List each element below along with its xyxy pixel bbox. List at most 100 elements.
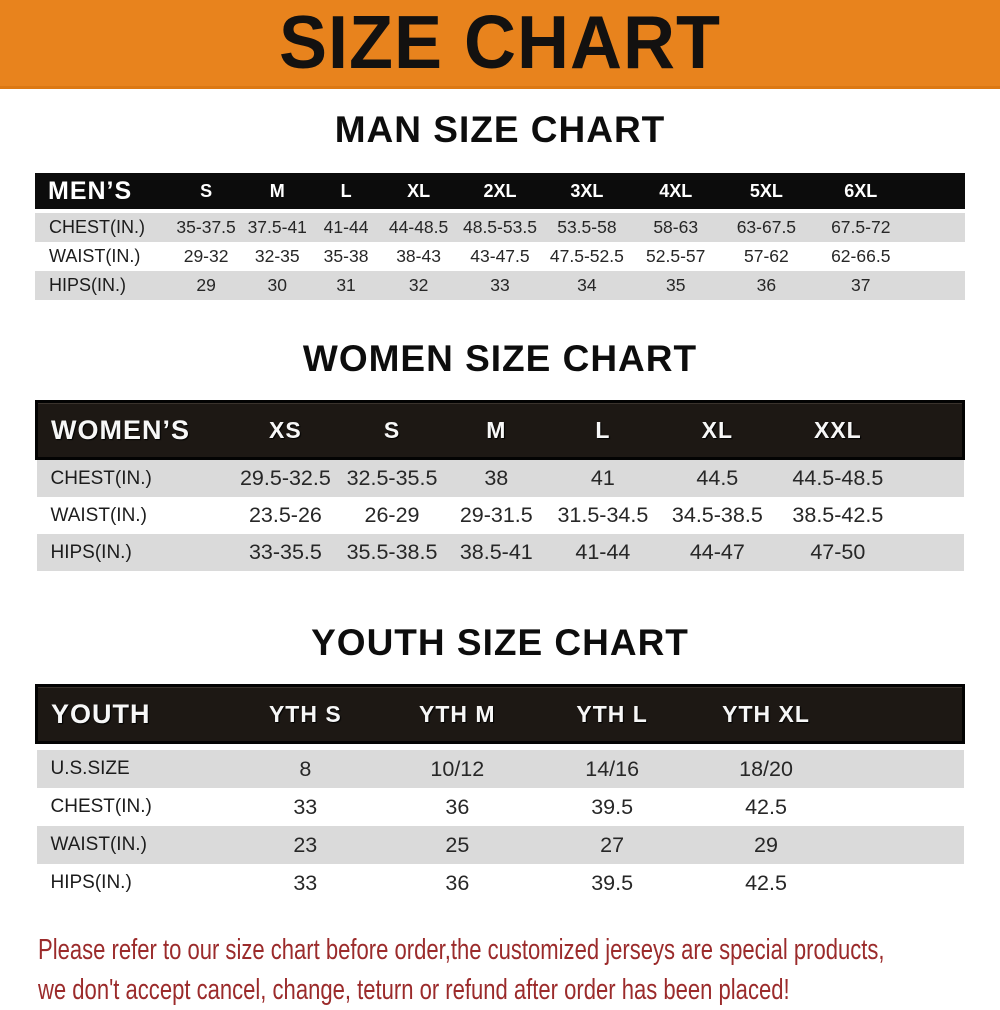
cell: 29 — [169, 271, 243, 300]
cell: 35 — [631, 271, 721, 300]
women-header-label: WOMEN’S — [35, 400, 232, 460]
cell: 44-48.5 — [380, 211, 458, 242]
cell: 42.5 — [745, 794, 787, 819]
cell: 34.5-38.5 — [671, 503, 763, 527]
cell: 41-44 — [548, 534, 658, 571]
youth-ussize-row: U.S.SIZE 8 10/12 14/16 18/20 — [36, 750, 964, 788]
women-size-col-m: M — [444, 400, 549, 460]
men-size-col-5xl: 5XL — [720, 173, 813, 213]
row-label: U.S.SIZE — [36, 750, 232, 788]
cell-spacer — [899, 497, 964, 534]
cell: 38-43 — [396, 246, 441, 266]
men-size-col-xl: XL — [380, 173, 458, 213]
men-waist-row: WAIST(IN.) 29-32 32-35 35-38 38-43 43-47… — [35, 242, 965, 271]
row-label: CHEST(IN.) — [36, 458, 232, 497]
cell: 42.5 — [745, 870, 787, 895]
cell-spacer — [843, 864, 964, 902]
cell: 38.5-42.5 — [792, 503, 884, 527]
men-size-col-3xl: 3XL — [542, 173, 632, 213]
cell-spacer — [898, 534, 964, 571]
youth-header-label: YOUTH — [35, 684, 232, 744]
cell: 41-44 — [312, 211, 380, 242]
men-size-col-s: S — [169, 173, 243, 213]
men-header-label: MEN’S — [35, 173, 170, 213]
men-size-col-l: L — [312, 173, 380, 213]
cell: 39.5 — [591, 870, 634, 895]
youth-chest-row: CHEST(IN.) 33 36 39.5 42.5 — [37, 788, 964, 826]
cell: 47.5-52.5 — [549, 246, 624, 266]
cell: 58-63 — [631, 211, 721, 242]
cell: 37.5-41 — [242, 211, 313, 242]
cell: 33 — [293, 794, 318, 819]
cell: 32-35 — [254, 246, 300, 266]
women-size-col-s: S — [339, 400, 445, 460]
youth-size-col-l: YTH L — [535, 684, 690, 744]
women-waist-row: WAIST(IN.) 23.5-26 26-29 29-31.5 31.5-34… — [37, 497, 964, 534]
youth-section-title: YOUTH SIZE CHART — [311, 622, 689, 663]
size-chart-banner: SIZE CHART — [0, 0, 1000, 89]
cell: 44-47 — [657, 534, 778, 571]
cell: 37 — [812, 271, 910, 300]
cell: 25 — [379, 826, 536, 864]
men-size-col-2xl: 2XL — [457, 173, 543, 213]
youth-waist-row: WAIST(IN.) 23 25 27 29 — [36, 826, 964, 864]
cell: 62-66.5 — [831, 246, 891, 266]
cell: 30 — [242, 271, 313, 300]
cell: 52.5-57 — [646, 246, 706, 266]
cell: 29 — [689, 826, 843, 864]
cell: 36 — [720, 271, 813, 300]
cell: 53.5-58 — [542, 211, 632, 242]
cell-spacer — [909, 271, 965, 300]
cell: 31.5-34.5 — [557, 503, 649, 527]
row-label: HIPS(IN.) — [50, 872, 132, 893]
women-size-col-xxl: XXL — [777, 400, 899, 460]
women-header-spacer — [898, 400, 965, 460]
women-hips-row: HIPS(IN.) 33-35.5 35.5-38.5 38.5-41 41-4… — [36, 534, 964, 571]
disclaimer-line-2: we don't accept cancel, change, teturn o… — [38, 974, 790, 1006]
cell: 43-47.5 — [470, 246, 530, 266]
cell: 44.5 — [657, 458, 778, 497]
cell-spacer — [842, 750, 964, 788]
youth-header-spacer — [842, 684, 965, 744]
men-header-row: MEN’S S M L XL 2XL 3XL 4XL 5XL 6XL — [35, 173, 965, 213]
cell: 63-67.5 — [720, 211, 813, 242]
cell: 35-38 — [323, 246, 369, 266]
cell: 33 — [457, 271, 543, 300]
cell: 32.5-35.5 — [339, 458, 445, 497]
men-size-col-4xl: 4XL — [631, 173, 721, 213]
row-label: WAIST(IN.) — [50, 504, 147, 526]
cell: 44.5-48.5 — [777, 458, 899, 497]
youth-size-col-m: YTH M — [379, 684, 536, 744]
row-label: CHEST(IN.) — [50, 796, 152, 817]
cell: 29-31.5 — [459, 503, 533, 527]
row-label: HIPS(IN.) — [36, 534, 232, 571]
youth-size-col-xl: YTH XL — [689, 684, 843, 744]
cell: 32 — [380, 271, 458, 300]
disclaimer-text: Please refer to our size chart before or… — [38, 930, 885, 1010]
cell: 47-50 — [777, 534, 899, 571]
cell: 36 — [445, 794, 470, 819]
men-header-spacer — [909, 173, 965, 213]
women-size-col-xs: XS — [231, 400, 340, 460]
women-chest-row: CHEST(IN.) 29.5-32.5 32.5-35.5 38 41 44.… — [36, 458, 964, 497]
cell: 41 — [548, 458, 658, 497]
women-header-row: WOMEN’S XS S M L XL XXL — [35, 400, 965, 460]
cell: 10/12 — [379, 750, 536, 788]
cell: 38.5-41 — [444, 534, 549, 571]
cell: 23.5-26 — [248, 503, 322, 527]
youth-size-table: YOUTH YTH S YTH M YTH L YTH XL U.S.SIZE … — [35, 684, 965, 902]
women-size-table: WOMEN’S XS S M L XL XXL CHEST(IN.) 29.5-… — [35, 400, 965, 571]
youth-header-row: YOUTH YTH S YTH M YTH L YTH XL — [35, 684, 965, 744]
cell: 36 — [445, 870, 470, 895]
cell: 35.5-38.5 — [339, 534, 445, 571]
cell: 18/20 — [689, 750, 843, 788]
cell-spacer — [842, 826, 964, 864]
cell: 33 — [293, 870, 318, 895]
cell: 23 — [231, 826, 380, 864]
disclaimer-line-1: Please refer to our size chart before or… — [38, 934, 885, 966]
cell: 39.5 — [591, 794, 634, 819]
cell: 57-62 — [743, 246, 789, 266]
spacer-row — [36, 742, 964, 750]
women-section-title: WOMEN SIZE CHART — [302, 338, 698, 379]
cell: 14/16 — [535, 750, 690, 788]
